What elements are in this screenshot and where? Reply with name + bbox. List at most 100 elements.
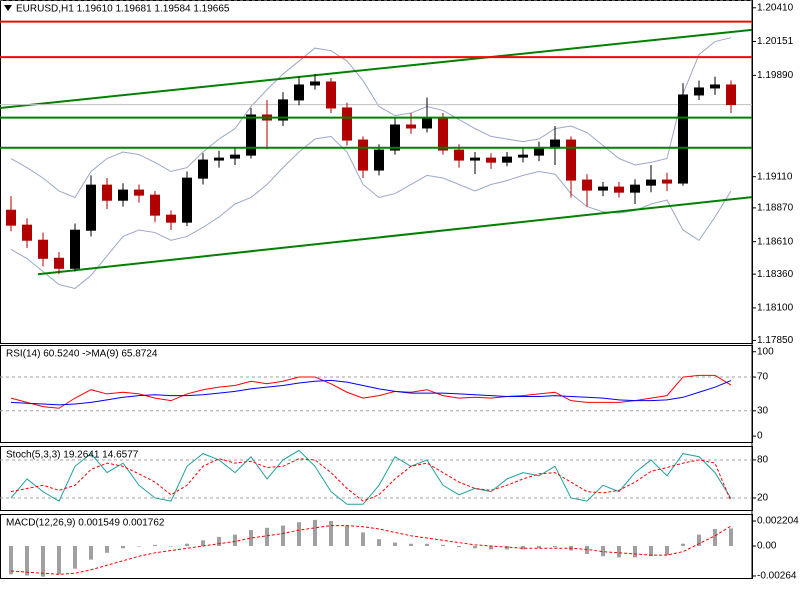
y-tick-label: 1.18360 bbox=[757, 269, 794, 280]
candle-body bbox=[598, 186, 608, 191]
y-tick-label: 1.18100 bbox=[757, 303, 794, 314]
histogram-bar bbox=[489, 546, 493, 550]
panel-plot bbox=[9, 519, 733, 577]
histogram-bar bbox=[25, 546, 29, 576]
candle-body bbox=[406, 124, 416, 129]
y-tick-label: 20 bbox=[757, 493, 769, 504]
panel-title: EURUSD,H1 1.19610 1.19681 1.19584 1.1966… bbox=[16, 4, 230, 15]
y-tick-label: 1.18870 bbox=[757, 203, 794, 214]
histogram-bar bbox=[681, 543, 685, 546]
histogram-bar bbox=[457, 546, 461, 548]
candle-body bbox=[470, 157, 480, 161]
y-tick-label: 1.18610 bbox=[757, 236, 794, 247]
candle-body bbox=[710, 84, 720, 89]
candle-body bbox=[54, 257, 64, 269]
histogram-bar bbox=[633, 546, 637, 558]
histogram-bar bbox=[41, 546, 45, 577]
y-tick-label: 70 bbox=[757, 372, 769, 383]
y-tick-label: 0.00 bbox=[757, 541, 777, 552]
histogram-bar bbox=[137, 546, 141, 547]
y-tick-label: 30 bbox=[757, 405, 769, 416]
y-tick-label: 0.002204 bbox=[757, 516, 799, 527]
histogram-bar bbox=[505, 546, 509, 550]
indicator-line bbox=[10, 379, 732, 406]
candle-body bbox=[86, 184, 96, 231]
histogram-bar bbox=[409, 543, 413, 546]
histogram-bar bbox=[265, 527, 269, 546]
candle-body bbox=[118, 189, 128, 201]
candle-body bbox=[726, 84, 736, 106]
histogram-bar bbox=[329, 521, 333, 546]
candle-body bbox=[198, 159, 208, 179]
histogram-bar bbox=[313, 519, 317, 546]
y-tick-label: 1.20151 bbox=[757, 36, 794, 47]
candle-body bbox=[518, 154, 528, 158]
panel-plot: 1.203041.200301.195651.193331.196658 Mar… bbox=[0, 20, 752, 289]
indicator-line bbox=[10, 525, 732, 575]
histogram-bar bbox=[473, 546, 477, 549]
histogram-bar bbox=[73, 546, 77, 569]
y-tick-label: 1.19110 bbox=[757, 171, 793, 182]
histogram-bar bbox=[601, 546, 605, 557]
y-tick-label: 1.17850 bbox=[757, 335, 794, 346]
histogram-bar bbox=[537, 546, 541, 549]
histogram-bar bbox=[425, 543, 429, 546]
candle-body bbox=[646, 179, 656, 186]
histogram-bar bbox=[169, 546, 173, 547]
panel-plot bbox=[10, 449, 732, 505]
candle-body bbox=[358, 139, 368, 171]
y-tick-label: -0.00264 bbox=[757, 571, 797, 582]
panel-frame bbox=[0, 446, 753, 511]
candle-body bbox=[294, 84, 304, 101]
panel-frame bbox=[0, 345, 753, 443]
candle-body bbox=[502, 156, 512, 163]
candle-body bbox=[278, 99, 288, 121]
candle-body bbox=[582, 179, 592, 191]
candle-body bbox=[374, 149, 384, 171]
candle-body bbox=[390, 124, 400, 151]
candle-body bbox=[230, 154, 240, 159]
candle-body bbox=[694, 87, 704, 96]
panel-plot bbox=[10, 374, 732, 409]
panel-frame bbox=[0, 0, 753, 344]
trend-line bbox=[0, 28, 752, 109]
collapse-arrow[interactable] bbox=[4, 5, 12, 11]
candle-body bbox=[166, 214, 176, 223]
candle-body bbox=[70, 229, 80, 269]
y-tick-label: 100 bbox=[757, 346, 774, 357]
candle-body bbox=[566, 139, 576, 181]
indicator-line bbox=[10, 374, 732, 409]
indicator-line bbox=[10, 458, 732, 502]
histogram-bar bbox=[377, 539, 381, 546]
y-tick-label: 1.19890 bbox=[757, 70, 794, 81]
histogram-bar bbox=[345, 525, 349, 546]
histogram-bar bbox=[201, 540, 205, 546]
histogram-bar bbox=[649, 546, 653, 557]
histogram-bar bbox=[585, 546, 589, 554]
histogram-bar bbox=[89, 546, 93, 560]
candle-body bbox=[102, 184, 112, 201]
y-tick-label: 80 bbox=[757, 455, 769, 466]
candle-body bbox=[326, 81, 336, 109]
y-tick-label: 0 bbox=[757, 431, 763, 442]
histogram-bar bbox=[297, 522, 301, 546]
candle-body bbox=[438, 117, 448, 151]
candle-body bbox=[454, 149, 464, 161]
histogram-bar bbox=[553, 546, 557, 548]
histogram-bar bbox=[697, 534, 701, 546]
panel-title: MACD(12,26,9) 0.001549 0.001762 bbox=[6, 518, 165, 529]
candle-body bbox=[342, 107, 352, 141]
candle-body bbox=[182, 177, 192, 223]
histogram-bar bbox=[665, 546, 669, 556]
candle-body bbox=[630, 184, 640, 193]
candle-body bbox=[422, 117, 432, 129]
candle-body bbox=[134, 189, 144, 196]
indicator-line bbox=[10, 449, 732, 505]
histogram-bar bbox=[153, 544, 157, 546]
candle-body bbox=[534, 147, 544, 156]
candle-body bbox=[214, 157, 224, 161]
histogram-bar bbox=[9, 546, 13, 575]
candle-body bbox=[614, 186, 624, 193]
